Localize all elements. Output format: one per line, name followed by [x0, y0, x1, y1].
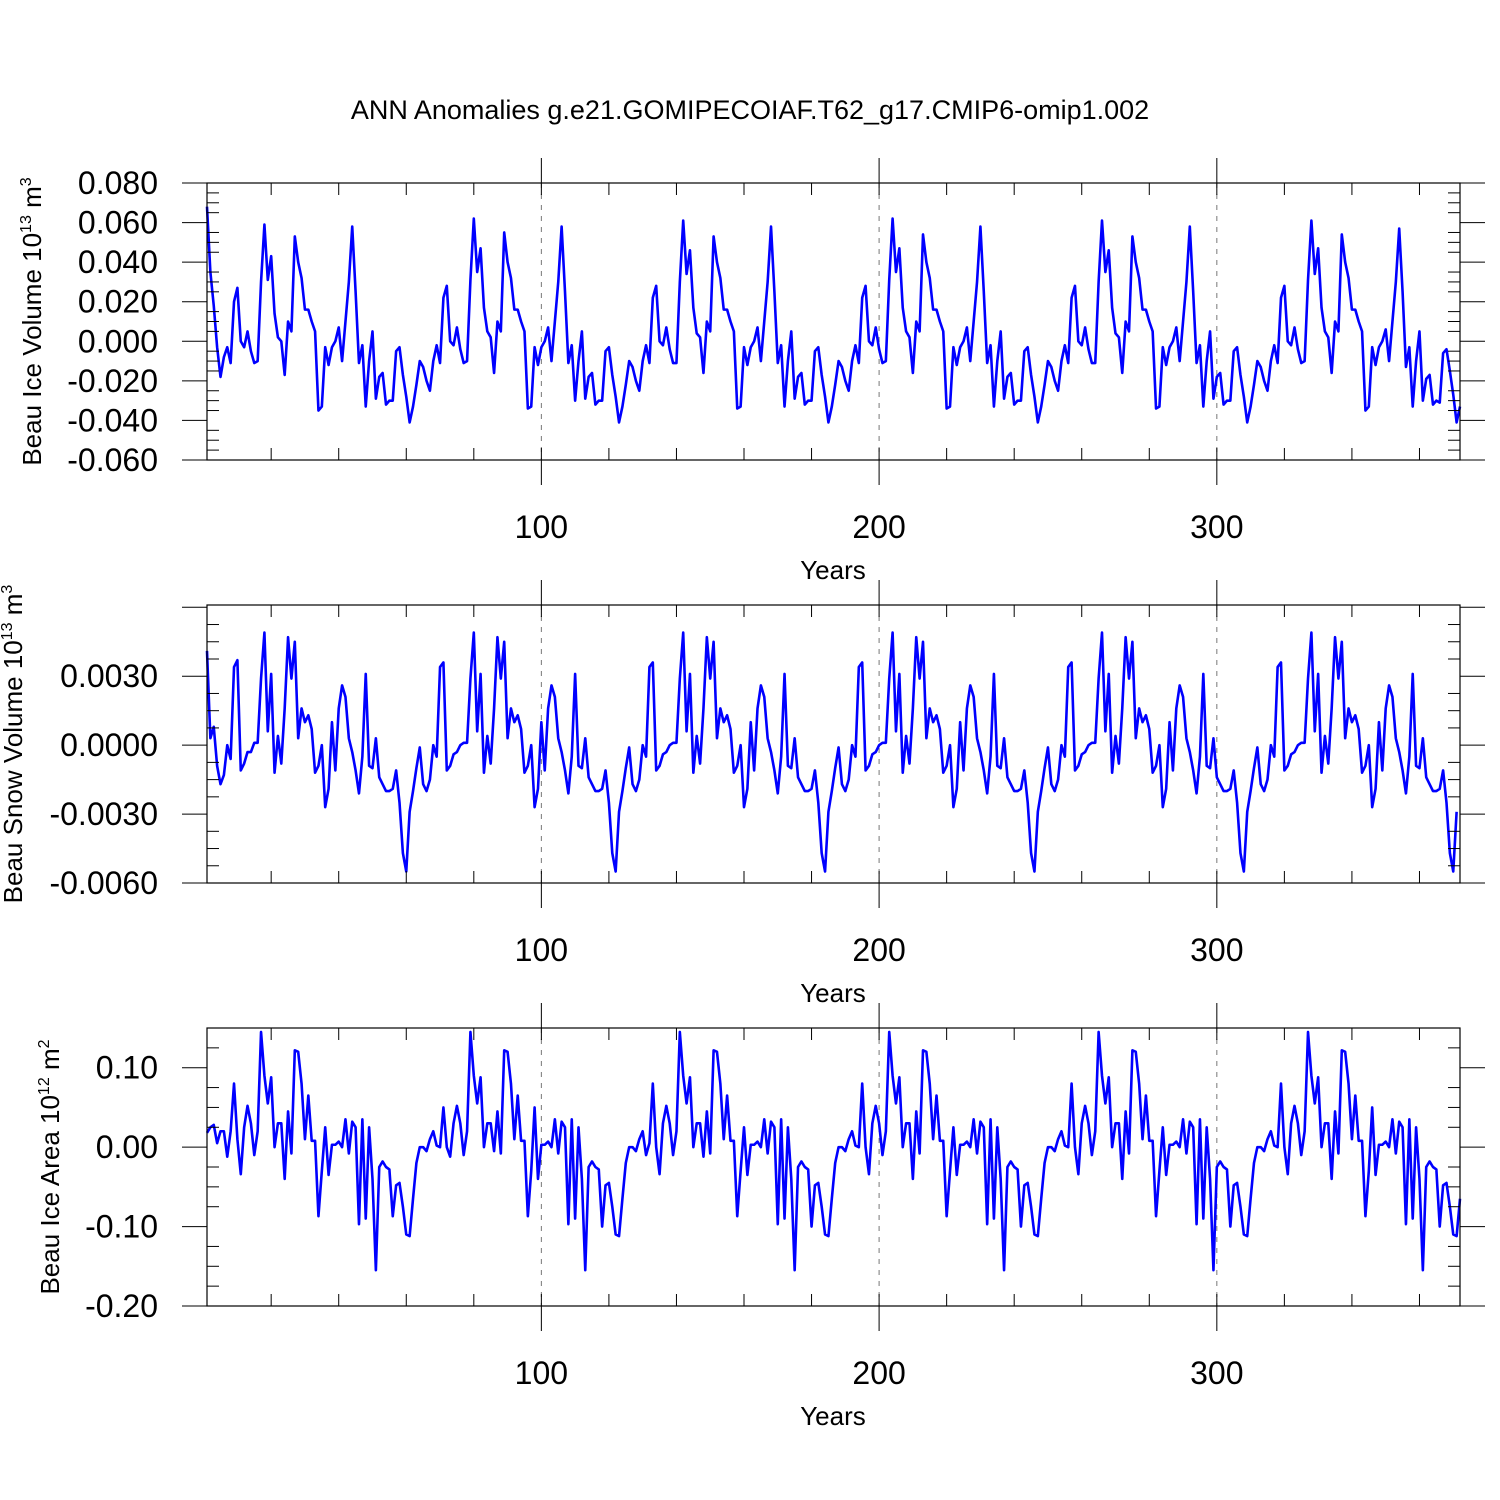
- ice-area-frame: [206, 1027, 1461, 1307]
- ice-area-xtick-label-1: 200: [852, 1355, 905, 1391]
- snow-volume-xtick-label-2: 300: [1190, 932, 1243, 968]
- ice-area-ytick-label-1: -0.10: [85, 1209, 158, 1245]
- snow-volume-xlabel: Years: [800, 978, 866, 1008]
- ice-volume-frame: [206, 182, 1461, 461]
- snow-volume-ylabel-unit-exp: 3: [0, 585, 16, 594]
- ice-volume-ytick-label-7: 0.080: [78, 165, 158, 201]
- snow-volume-xtick-label-0: 100: [515, 932, 568, 968]
- ice-volume-panel: 100 200 300Years-0.060-0.040-0.0200.0000.0…: [17, 158, 1485, 585]
- ice-volume-ytick-label-1: -0.040: [67, 402, 158, 438]
- ice-volume-ylabel-unit: m: [17, 186, 47, 215]
- snow-volume-ytick-label-2: 0.0000: [60, 727, 158, 763]
- ice-area-ylabel-unit-exp: 2: [36, 1039, 53, 1048]
- ice-area-ylabel-base: Beau Ice Area 10: [35, 1095, 65, 1294]
- ice-volume-xtick-label-2: 300: [1190, 509, 1243, 545]
- ice-area-series-line: [205, 1030, 1462, 1272]
- ice-area-ytick-label-2: 0.00: [96, 1129, 158, 1165]
- ice-volume-xlabel: Years: [800, 555, 866, 585]
- snow-volume-panel: 100 200 300 Years -0.0060 -0.0030 0.0000 0.0030…: [0, 580, 1485, 1008]
- figure-title: ANN Anomalies g.e21.GOMIPECOIAF.T62_g17.…: [351, 95, 1149, 125]
- snow-volume-series-line: [205, 631, 1458, 873]
- ice-area-xlabel: Years: [800, 1401, 866, 1431]
- snow-volume-ylabel-exp: 13: [0, 622, 16, 640]
- snow-volume-frame: [206, 604, 1461, 884]
- snow-volume-ytick-label-1: -0.0030: [49, 796, 158, 832]
- ice-volume-series-line: [205, 206, 1462, 424]
- ice-volume-ytick-label-0: -0.060: [67, 442, 158, 478]
- ice-volume-ytick-label-6: 0.060: [78, 205, 158, 241]
- ice-volume-ylabel-unit-exp: 3: [18, 177, 35, 186]
- ice-volume-xtick-label-0: 100: [515, 509, 568, 545]
- ice-area-panel: 100 200 300 Years -0.20 -0.10 0.00 0.10 Beau Ice…: [35, 1003, 1485, 1431]
- snow-volume-ytick-label-0: -0.0060: [49, 865, 158, 901]
- ice-volume-ytick-label-3: 0.000: [78, 323, 158, 359]
- panels: 100 200 300Years-0.060-0.040-0.0200.0000.0…: [0, 158, 1485, 1431]
- ice-volume-ytick-label-4: 0.020: [78, 284, 158, 320]
- snow-volume-xtick-label-1: 200: [852, 932, 905, 968]
- ice-volume-ylabel-exp: 13: [18, 215, 35, 233]
- ice-area-ylabel: Beau Ice Area 1012 m2: [35, 1039, 65, 1294]
- ice-area-ytick-label-3: 0.10: [96, 1050, 158, 1086]
- ice-volume-ytick-label-5: 0.040: [78, 244, 158, 280]
- ice-area-xtick-label-0: 100: [515, 1355, 568, 1391]
- snow-volume-ylabel-unit: m: [0, 594, 28, 623]
- ice-area-ylabel-unit: m: [35, 1048, 65, 1077]
- ice-area-ytick-label-0: -0.20: [85, 1288, 158, 1324]
- ice-volume-ytick-label-2: -0.020: [67, 363, 158, 399]
- ice-area-ylabel-exp: 12: [36, 1077, 53, 1095]
- ice-volume-ylabel: Beau Ice Volume 1013 m3: [17, 177, 47, 465]
- ice-volume-ylabel-base: Beau Ice Volume 10: [17, 233, 47, 466]
- snow-volume-ylabel-base: Beau Snow Volume 10: [0, 640, 28, 903]
- ice-volume-xtick-label-1: 200: [852, 509, 905, 545]
- ice-area-xtick-label-2: 300: [1190, 1355, 1243, 1391]
- snow-volume-ylabel: Beau Snow Volume 1013 m3: [0, 585, 28, 904]
- snow-volume-ytick-label-3: 0.0030: [60, 658, 158, 694]
